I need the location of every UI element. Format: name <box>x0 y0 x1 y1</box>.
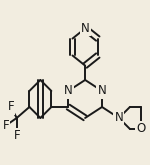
Text: F: F <box>2 119 9 132</box>
Text: F: F <box>14 129 20 142</box>
Text: N: N <box>81 22 90 35</box>
Text: N: N <box>115 112 123 124</box>
Text: N: N <box>98 84 106 98</box>
Text: N: N <box>64 84 73 98</box>
Text: O: O <box>136 122 146 135</box>
Text: F: F <box>8 100 14 114</box>
